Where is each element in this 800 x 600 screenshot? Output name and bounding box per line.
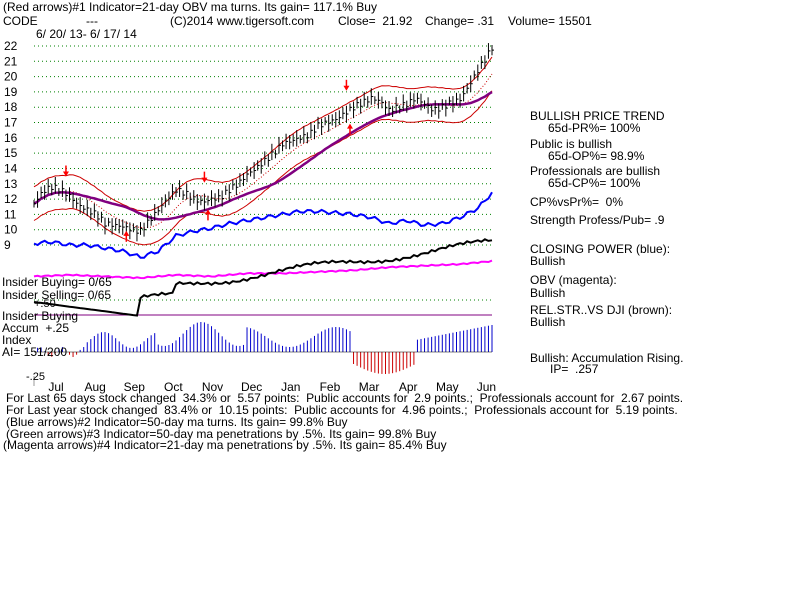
y-tick-label: 10: [4, 223, 18, 237]
lower-band: [33, 90, 493, 246]
x-tick-label: Jan: [281, 380, 300, 394]
cp-value: 65d-CP%= 100%: [548, 176, 641, 190]
footer-line-4: (Green arrows)#3 Indicator=50-day ma pen…: [6, 427, 437, 441]
footer-line-3: (Blue arrows)#2 Indicator=50-day ma turn…: [6, 415, 348, 429]
copyright: (C)2014 www.tigersoft.com: [170, 14, 315, 28]
footer-line-5: (Magenta arrows)#4 Indicator=21-day ma p…: [3, 438, 447, 452]
volume-value: Volume= 15501: [508, 14, 592, 28]
ma21-line: [33, 73, 493, 229]
y-tick-label: 18: [4, 100, 18, 114]
obv-state: Bullish: [530, 286, 566, 300]
closing-power-line: [33, 191, 493, 259]
arrow-head: [343, 85, 350, 91]
scale-50: +.50: [34, 298, 56, 310]
x-tick-label: Jul: [48, 380, 63, 394]
obv-line: [33, 259, 493, 280]
professionals-state: Professionals are bullish: [530, 164, 661, 178]
x-tick-label: Jun: [477, 380, 496, 394]
x-tick-label: Nov: [202, 380, 223, 394]
y-tick-label: 17: [4, 116, 18, 130]
obv-path: [33, 259, 493, 280]
scale-neg25: -.25: [26, 371, 45, 383]
date-range: 6/ 20/ 13- 6/ 17/ 14: [36, 27, 137, 41]
accum-label: Accum +.25: [2, 321, 70, 335]
price-bars: [33, 43, 494, 242]
price-bands: [33, 56, 493, 246]
relstr-state: Bullish: [530, 315, 566, 329]
pr-value: 65d-PR%= 100%: [548, 121, 641, 135]
relstr-path: [33, 238, 493, 317]
y-tick-label: 16: [4, 131, 18, 145]
close-value: Close= 21.92: [338, 14, 413, 28]
arrow-head: [123, 230, 130, 236]
header-title: (Red arrows)#1 Indicator=21-day OBV ma t…: [3, 0, 377, 14]
insider-selling: Insider Selling= 0/65: [2, 288, 112, 302]
y-tick-label: 13: [4, 177, 18, 191]
y-tick-label: 22: [4, 39, 18, 53]
trend-title: BULLISH PRICE TREND: [530, 109, 665, 123]
y-tick-label: 19: [4, 85, 18, 99]
y-tick-label: 14: [4, 161, 18, 175]
ip-value: IP= .257: [550, 362, 599, 376]
y-tick-label: 15: [4, 146, 18, 160]
x-tick-label: Oct: [164, 380, 183, 394]
accum-state: Bullish: Accumulation Rising.: [530, 351, 684, 365]
price-grid: [33, 45, 492, 386]
x-tick-label: Feb: [320, 380, 341, 394]
y-tick-label: 11: [4, 207, 17, 221]
index-label: Index: [2, 333, 32, 347]
op-value: 65d-OP%= 98.9%: [548, 149, 645, 163]
accumulation-histogram: [34, 322, 493, 374]
insider-buying-label: Insider Buying: [2, 309, 79, 323]
closing-power-state: Bullish: [530, 254, 566, 268]
signal-arrows: [62, 79, 353, 242]
footer-line-1: For Last 65 days stock changed 34.3% or …: [6, 391, 684, 405]
y-tick-label: 12: [4, 192, 18, 206]
arrow-head: [204, 209, 211, 215]
closing-power-label: CLOSING POWER (blue):: [530, 242, 671, 256]
cpvspr-value: CP%vsPr%= 0%: [530, 195, 624, 209]
x-tick-label: Sep: [124, 380, 146, 394]
strength-value: Strength Profess/Pub= .9: [530, 213, 665, 227]
y-tick-label: 9: [4, 238, 11, 252]
upper-band: [33, 56, 493, 212]
relstr-line: [33, 238, 493, 317]
public-state: Public is bullish: [530, 137, 613, 151]
change-value: Change= .31: [425, 14, 495, 28]
relstr-label: REL.STR..VS DJI (brown):: [530, 303, 673, 317]
arrow-head: [62, 171, 69, 177]
footer-line-2: For Last year stock changed 83.4% or 10.…: [6, 403, 678, 417]
code-label: CODE: [3, 14, 38, 28]
x-tick-label: Aug: [84, 380, 105, 394]
arrow-head: [201, 177, 208, 183]
insider-buying: Insider Buying= 0/65: [2, 275, 112, 289]
x-tick-labels: Jul Aug Sep Oct Nov Dec Jan Feb Mar Apr May Jun: [48, 380, 496, 394]
code-value: ---: [86, 14, 98, 28]
x-tick-label: Apr: [399, 380, 418, 394]
obv-label: OBV (magenta):: [530, 273, 617, 287]
x-tick-label: Dec: [241, 380, 262, 394]
ai-label: AI= 151/200: [2, 345, 68, 359]
ma50-line: [33, 91, 493, 221]
x-tick-label: May: [436, 380, 459, 394]
y-tick-label: 20: [4, 70, 18, 84]
y-tick-label: 21: [4, 54, 18, 68]
closing-power-path: [33, 191, 493, 259]
x-tick-label: Mar: [359, 380, 380, 394]
arrow-head: [346, 123, 353, 129]
